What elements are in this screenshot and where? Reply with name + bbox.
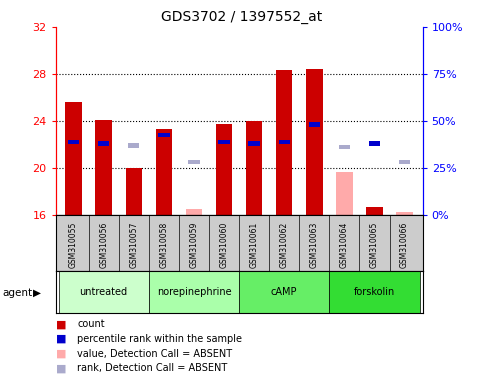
Text: agent: agent <box>2 288 32 298</box>
Bar <box>216 124 232 215</box>
Bar <box>98 141 110 146</box>
Text: GSM310062: GSM310062 <box>280 222 289 268</box>
Text: ▶: ▶ <box>33 288 41 298</box>
Bar <box>329 271 420 313</box>
Bar <box>128 143 140 148</box>
Bar <box>309 122 320 127</box>
Bar <box>399 160 410 164</box>
Bar <box>149 271 239 313</box>
Text: GSM310066: GSM310066 <box>400 222 409 268</box>
Bar <box>188 160 199 164</box>
Bar <box>366 207 383 215</box>
Text: GSM310064: GSM310064 <box>340 222 349 268</box>
Text: GSM310058: GSM310058 <box>159 222 169 268</box>
Text: GSM310061: GSM310061 <box>250 222 258 268</box>
Text: ■: ■ <box>56 319 66 329</box>
Text: GSM310055: GSM310055 <box>69 222 78 268</box>
Text: cAMP: cAMP <box>271 287 298 297</box>
Text: percentile rank within the sample: percentile rank within the sample <box>77 334 242 344</box>
Bar <box>96 120 112 215</box>
Bar <box>68 140 79 144</box>
Text: GSM310056: GSM310056 <box>99 222 108 268</box>
Bar <box>126 168 142 215</box>
Bar <box>246 121 262 215</box>
Text: value, Detection Call = ABSENT: value, Detection Call = ABSENT <box>77 349 232 359</box>
Text: GSM310057: GSM310057 <box>129 222 138 268</box>
Bar <box>218 140 230 144</box>
Text: untreated: untreated <box>80 287 128 297</box>
Text: ■: ■ <box>56 334 66 344</box>
Bar <box>339 145 350 149</box>
Bar <box>279 140 290 144</box>
Text: GSM310059: GSM310059 <box>189 222 199 268</box>
Bar <box>306 69 323 215</box>
Text: ■: ■ <box>56 349 66 359</box>
Bar <box>58 271 149 313</box>
Text: ■: ■ <box>56 363 66 373</box>
Text: rank, Detection Call = ABSENT: rank, Detection Call = ABSENT <box>77 363 227 373</box>
Bar <box>396 212 413 215</box>
Bar <box>185 209 202 215</box>
Bar <box>336 172 353 215</box>
Bar <box>158 133 170 137</box>
Bar <box>276 70 293 215</box>
Bar <box>156 129 172 215</box>
Bar <box>239 271 329 313</box>
Bar <box>369 141 380 146</box>
Bar <box>65 102 82 215</box>
Text: norepinephrine: norepinephrine <box>156 287 231 297</box>
Text: forskolin: forskolin <box>354 287 395 297</box>
Text: count: count <box>77 319 105 329</box>
Bar <box>248 141 260 146</box>
Text: GSM310060: GSM310060 <box>220 222 228 268</box>
Text: GSM310063: GSM310063 <box>310 222 319 268</box>
Text: GSM310065: GSM310065 <box>370 222 379 268</box>
Text: GDS3702 / 1397552_at: GDS3702 / 1397552_at <box>161 10 322 23</box>
